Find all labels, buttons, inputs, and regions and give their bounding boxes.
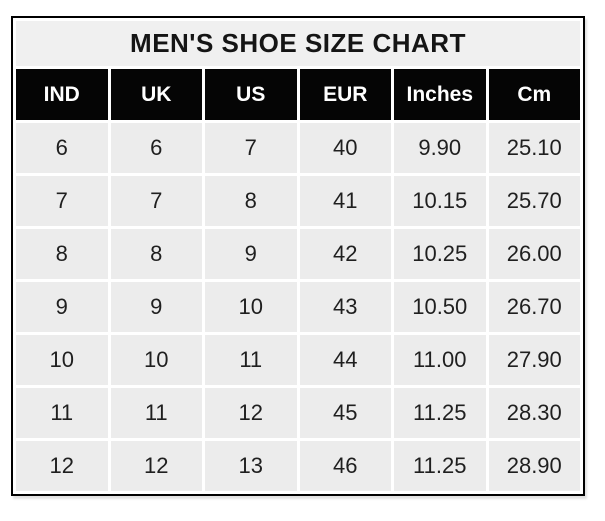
table-row: 9 9 10 43 10.50 26.70	[16, 282, 580, 332]
column-header-cm: Cm	[488, 69, 580, 120]
column-header-uk: UK	[110, 69, 202, 120]
size-cell-inches: 11.25	[394, 388, 486, 438]
shoe-size-table: MEN'S SHOE SIZE CHART IND UK US EUR Inch…	[13, 18, 583, 494]
size-cell-us: 13	[205, 441, 297, 491]
size-cell-us: 11	[205, 335, 297, 385]
column-header-us: US	[205, 69, 297, 120]
size-cell-inches: 10.15	[394, 176, 486, 226]
size-cell-uk: 9	[110, 282, 202, 332]
size-cell-uk: 7	[110, 176, 202, 226]
size-cell-ind: 7	[16, 176, 108, 226]
chart-title: MEN'S SHOE SIZE CHART	[16, 21, 580, 66]
size-cell-inches: 10.25	[394, 229, 486, 279]
size-cell-cm: 25.10	[488, 123, 580, 173]
size-cell-cm: 28.90	[488, 441, 580, 491]
size-cell-eur: 43	[299, 282, 391, 332]
size-cell-uk: 12	[110, 441, 202, 491]
size-cell-inches: 11.00	[394, 335, 486, 385]
size-cell-ind: 9	[16, 282, 108, 332]
size-cell-cm: 26.00	[488, 229, 580, 279]
column-header-inches: Inches	[394, 69, 486, 120]
size-cell-ind: 12	[16, 441, 108, 491]
size-cell-inches: 9.90	[394, 123, 486, 173]
size-cell-uk: 6	[110, 123, 202, 173]
column-header-eur: EUR	[299, 69, 391, 120]
column-header-row: IND UK US EUR Inches Cm	[16, 69, 580, 120]
size-cell-ind: 10	[16, 335, 108, 385]
size-cell-eur: 44	[299, 335, 391, 385]
size-cell-uk: 11	[110, 388, 202, 438]
size-cell-eur: 42	[299, 229, 391, 279]
size-cell-us: 7	[205, 123, 297, 173]
size-cell-cm: 27.90	[488, 335, 580, 385]
size-cell-ind: 6	[16, 123, 108, 173]
size-cell-eur: 40	[299, 123, 391, 173]
size-cell-eur: 45	[299, 388, 391, 438]
size-cell-inches: 11.25	[394, 441, 486, 491]
shoe-size-chart: MEN'S SHOE SIZE CHART IND UK US EUR Inch…	[11, 16, 585, 496]
size-cell-uk: 10	[110, 335, 202, 385]
title-row: MEN'S SHOE SIZE CHART	[16, 21, 580, 66]
size-cell-cm: 25.70	[488, 176, 580, 226]
table-row: 10 10 11 44 11.00 27.90	[16, 335, 580, 385]
table-row: 7 7 8 41 10.15 25.70	[16, 176, 580, 226]
size-cell-cm: 26.70	[488, 282, 580, 332]
size-cell-us: 8	[205, 176, 297, 226]
size-cell-us: 10	[205, 282, 297, 332]
table-row: 8 8 9 42 10.25 26.00	[16, 229, 580, 279]
table-row: 6 6 7 40 9.90 25.10	[16, 123, 580, 173]
size-cell-eur: 41	[299, 176, 391, 226]
size-cell-inches: 10.50	[394, 282, 486, 332]
size-cell-uk: 8	[110, 229, 202, 279]
size-table-body: 6 6 7 40 9.90 25.10 7 7 8 41 10.15 25.70…	[16, 123, 580, 491]
size-cell-ind: 11	[16, 388, 108, 438]
size-cell-cm: 28.30	[488, 388, 580, 438]
table-row: 12 12 13 46 11.25 28.90	[16, 441, 580, 491]
size-cell-eur: 46	[299, 441, 391, 491]
column-header-ind: IND	[16, 69, 108, 120]
size-cell-us: 9	[205, 229, 297, 279]
size-cell-us: 12	[205, 388, 297, 438]
table-row: 11 11 12 45 11.25 28.30	[16, 388, 580, 438]
size-cell-ind: 8	[16, 229, 108, 279]
